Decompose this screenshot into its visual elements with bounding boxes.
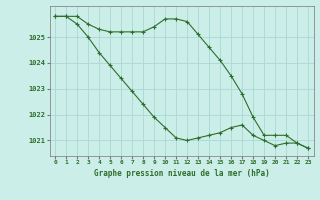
X-axis label: Graphe pression niveau de la mer (hPa): Graphe pression niveau de la mer (hPa) bbox=[94, 169, 269, 178]
